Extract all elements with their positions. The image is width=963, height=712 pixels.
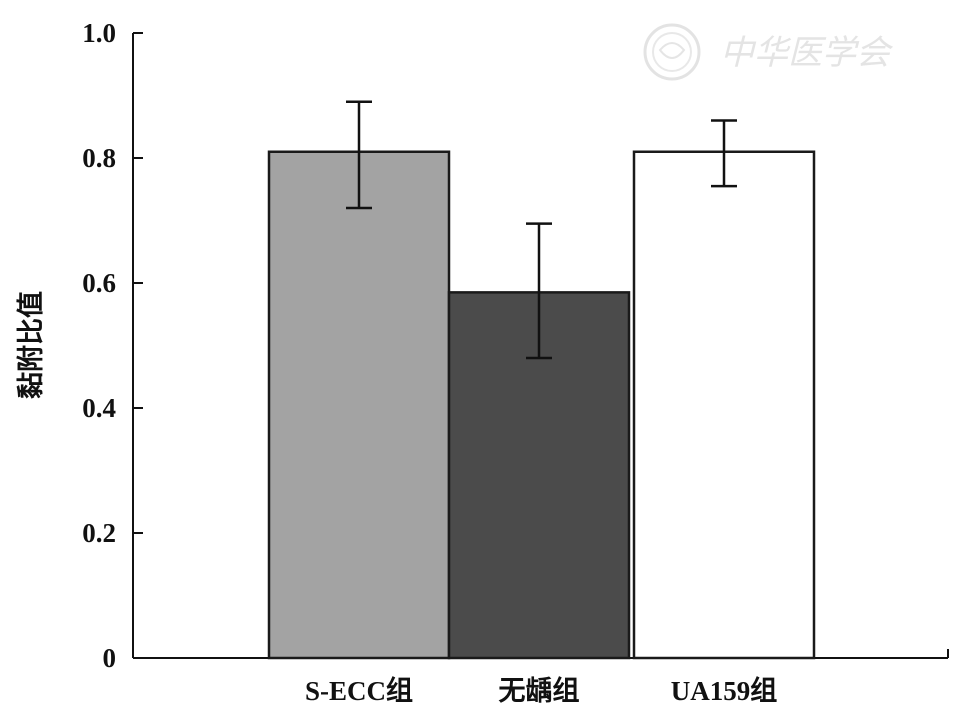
error-bars	[346, 100, 737, 360]
x-tick-label: 无龋组	[499, 675, 580, 706]
y-tick-label: 0.8	[82, 143, 116, 173]
y-ticks: 0 0.2 0.4 0.6 0.8 1.0	[82, 18, 143, 673]
bar	[267, 150, 451, 660]
x-tick-label: UA159组	[671, 675, 778, 706]
y-tick-label: 0.4	[82, 393, 116, 423]
bar	[632, 150, 816, 660]
society-seal-icon	[643, 23, 701, 81]
y-tick-label: 1.0	[82, 18, 116, 48]
watermark: 中华医学会	[643, 23, 894, 81]
x-tick-label: S-ECC组	[305, 675, 413, 706]
watermark-text: 中华医学会	[720, 33, 894, 73]
y-tick-label: 0	[103, 643, 117, 673]
x-tick-labels: S-ECC组 无龋组 UA159组	[305, 675, 777, 706]
y-tick-label: 0.2	[82, 518, 116, 548]
bars	[267, 150, 816, 660]
y-axis-title: 黏附比值	[16, 291, 47, 399]
y-tick-label: 0.6	[82, 268, 116, 298]
